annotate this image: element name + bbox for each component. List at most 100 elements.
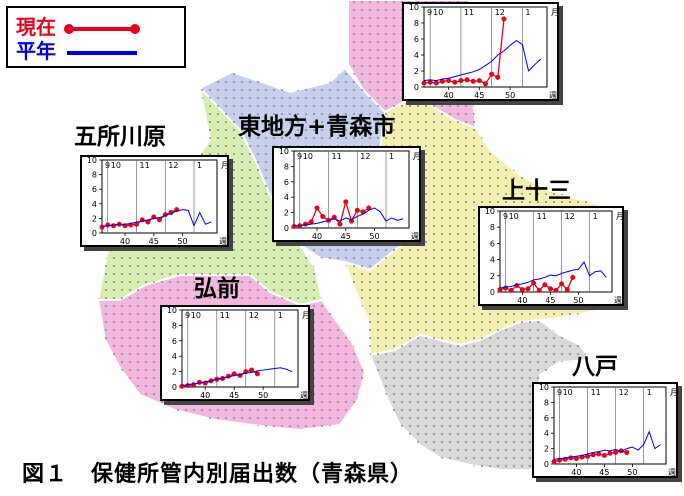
month-label: 1 xyxy=(525,8,530,17)
month-label: 11 xyxy=(464,8,474,17)
month-label: 10 xyxy=(303,152,313,161)
y-tick-label: 8 xyxy=(172,321,177,330)
y-tick-label: 8 xyxy=(544,398,549,407)
y-tick-label: 0 xyxy=(172,383,177,392)
chart-panel-mutsu: 9 10 11 12 1 月 0 2 4 6 8 10 40 45 50 週 xyxy=(402,2,559,101)
month-unit-label: 月 xyxy=(551,8,559,17)
month-label: 10 xyxy=(563,388,573,397)
y-tick-label: 8 xyxy=(92,171,97,180)
plot-area xyxy=(423,6,548,88)
series-current-point xyxy=(536,287,542,293)
month-label: 10 xyxy=(191,311,201,320)
y-tick-label: 10 xyxy=(87,156,97,165)
y-tick-label: 6 xyxy=(544,414,549,423)
y-tick-label: 8 xyxy=(490,223,495,232)
y-tick-label: 0 xyxy=(284,224,289,233)
series-current-point xyxy=(525,286,531,292)
series-current-point xyxy=(439,78,445,84)
region-label-hirosaki: 弘前 xyxy=(194,276,240,302)
x-tick-label: 40 xyxy=(517,296,527,305)
y-tick-label: 10 xyxy=(167,306,177,315)
x-axis-label: 週 xyxy=(614,296,622,305)
y-tick-label: 8 xyxy=(284,162,289,171)
series-current-point xyxy=(590,452,596,458)
month-label: 1 xyxy=(593,212,598,221)
series-current-point xyxy=(553,287,559,293)
x-tick-label: 40 xyxy=(200,391,210,400)
y-tick-label: 2 xyxy=(414,67,419,76)
series-current-point xyxy=(314,205,320,211)
x-axis-label: 週 xyxy=(219,237,227,246)
x-tick-label: 45 xyxy=(229,391,239,400)
series-current-point xyxy=(470,78,476,84)
region-label-higashi-aomori: 東地方+青森市 xyxy=(238,114,396,140)
month-label: 12 xyxy=(249,311,259,320)
x-axis-label: 週 xyxy=(411,232,419,241)
y-tick-label: 8 xyxy=(414,19,419,28)
series-current-point xyxy=(573,456,579,462)
series-current-point xyxy=(458,78,464,84)
y-tick-label: 6 xyxy=(172,337,177,346)
month-label: 10 xyxy=(433,8,443,17)
series-current-point xyxy=(564,287,570,293)
series-current-point xyxy=(157,217,162,223)
series-current-point xyxy=(570,274,576,280)
x-tick-label: 50 xyxy=(573,296,583,305)
series-current-point xyxy=(519,287,525,293)
y-tick-label: 4 xyxy=(92,200,97,209)
x-tick-label: 40 xyxy=(444,91,454,100)
y-tick-label: 2 xyxy=(92,214,97,223)
figure-caption: 図１ 保健所管内別届出数（青森県） xyxy=(22,462,414,487)
series-current-point xyxy=(254,371,260,377)
y-tick-label: 4 xyxy=(172,352,177,361)
series-current-point xyxy=(613,449,619,455)
x-tick-label: 45 xyxy=(341,232,351,241)
month-unit-label: 月 xyxy=(302,311,310,320)
series-current-point xyxy=(596,451,602,457)
y-tick-label: 4 xyxy=(544,429,549,438)
series-current-point xyxy=(551,459,557,465)
month-label: 12 xyxy=(565,212,575,221)
month-label: 1 xyxy=(389,152,394,161)
month-unit-label: 月 xyxy=(413,152,421,161)
y-tick-label: 2 xyxy=(490,272,495,281)
series-current-point xyxy=(249,367,255,373)
series-current-point xyxy=(547,286,553,292)
series-current-point xyxy=(464,77,470,83)
series-current-point xyxy=(433,80,439,86)
month-label: 9 xyxy=(427,8,432,17)
y-tick-label: 2 xyxy=(284,209,289,218)
x-axis-label: 週 xyxy=(668,468,676,477)
series-current-point xyxy=(601,453,607,459)
y-tick-label: 0 xyxy=(92,229,97,238)
legend-average: 平年 xyxy=(16,41,141,61)
series-current-point xyxy=(476,78,482,84)
y-tick-label: 0 xyxy=(414,83,419,92)
series-current-point xyxy=(308,219,314,225)
series-average-line xyxy=(294,207,404,227)
month-label: 10 xyxy=(111,161,121,170)
y-tick-label: 6 xyxy=(490,239,495,248)
x-tick-label: 40 xyxy=(120,237,130,246)
month-label: 12 xyxy=(495,8,505,17)
series-current-point xyxy=(320,213,326,219)
month-label: 12 xyxy=(360,152,370,161)
month-unit-label: 月 xyxy=(221,161,229,170)
x-tick-label: 40 xyxy=(571,468,581,477)
x-tick-label: 50 xyxy=(369,232,379,241)
series-current-point xyxy=(446,78,452,84)
plot-area xyxy=(293,150,410,229)
y-tick-label: 6 xyxy=(92,185,97,194)
series-current-point xyxy=(483,81,488,87)
series-current-point xyxy=(585,453,591,459)
